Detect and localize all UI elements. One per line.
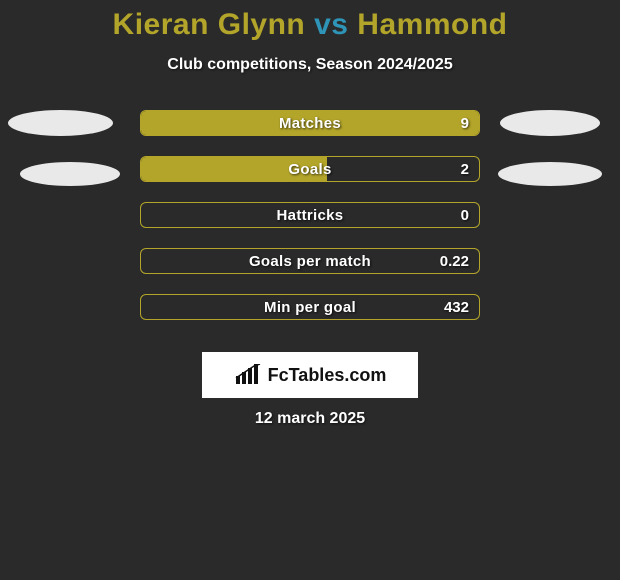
stat-row: Goals per match0.22 (140, 248, 480, 274)
stat-label: Matches (141, 111, 479, 135)
stat-label: Goals (141, 157, 479, 181)
date-line: 12 march 2025 (0, 410, 620, 428)
stats-area: Matches9Goals2Hattricks0Goals per match0… (0, 110, 620, 340)
decorative-ellipse (498, 162, 602, 186)
brand-text: FcTables.com (268, 365, 387, 386)
stat-value: 432 (444, 295, 469, 319)
subtitle: Club competitions, Season 2024/2025 (0, 56, 620, 74)
brand-badge: FcTables.com (202, 352, 418, 398)
decorative-ellipse (8, 110, 113, 136)
stat-label: Goals per match (141, 249, 479, 273)
stat-value: 2 (461, 157, 469, 181)
page-title: Kieran Glynn vs Hammond (0, 0, 620, 42)
title-player1: Kieran Glynn (113, 8, 315, 41)
stat-value: 9 (461, 111, 469, 135)
brand-chart-icon (234, 364, 262, 386)
stat-label: Hattricks (141, 203, 479, 227)
stat-label: Min per goal (141, 295, 479, 319)
decorative-ellipse (20, 162, 120, 186)
stat-row: Min per goal432 (140, 294, 480, 320)
title-player2: Hammond (348, 8, 507, 41)
stat-value: 0.22 (440, 249, 469, 273)
stat-row: Goals2 (140, 156, 480, 182)
stat-row: Hattricks0 (140, 202, 480, 228)
title-vs: vs (314, 8, 348, 41)
stat-value: 0 (461, 203, 469, 227)
decorative-ellipse (500, 110, 600, 136)
stat-row: Matches9 (140, 110, 480, 136)
comparison-infographic: Kieran Glynn vs Hammond Club competition… (0, 0, 620, 580)
